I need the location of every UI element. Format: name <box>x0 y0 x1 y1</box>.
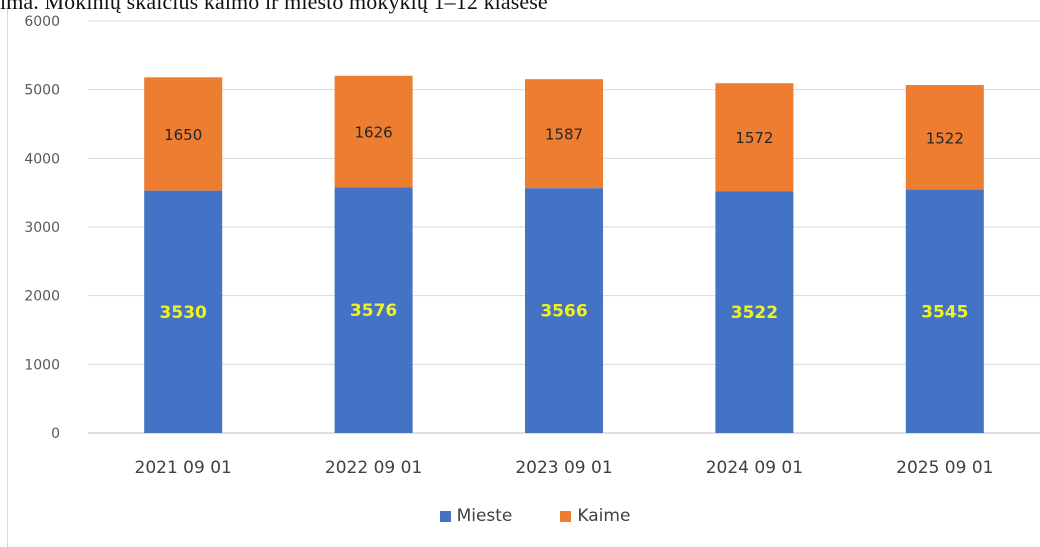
legend-label-kaime: Kaime <box>577 506 631 526</box>
chart-title: ima. Mokinių skaičius kaimo ir miesto mo… <box>0 0 548 14</box>
x-tick-label-2: 2022 09 01 <box>325 458 422 478</box>
y-tick-label-0: 0 <box>51 426 60 442</box>
left-border <box>7 0 8 547</box>
y-tick-label-3000: 3000 <box>24 220 60 236</box>
data-label-mieste-2: 3576 <box>350 301 397 321</box>
bar-kaime-2 <box>334 75 413 188</box>
bar-kaime-1 <box>144 77 223 191</box>
data-label-mieste-1: 3530 <box>160 303 207 323</box>
bar-mieste-3 <box>525 188 603 433</box>
y-tick-label-2000: 2000 <box>24 289 60 305</box>
data-label-kaime-4: 1572 <box>735 129 773 147</box>
bar-mieste-1 <box>144 190 223 433</box>
y-tick-label-5000: 5000 <box>24 83 60 99</box>
data-label-mieste-3: 3566 <box>540 302 587 322</box>
bar-kaime-3 <box>525 79 603 189</box>
legend-label-mieste: Mieste <box>456 506 513 526</box>
bar-kaime-4 <box>715 83 794 192</box>
data-label-mieste-5: 3545 <box>921 302 968 322</box>
y-tick-label-1000: 1000 <box>24 357 60 373</box>
data-label-kaime-1: 1650 <box>164 126 202 144</box>
legend-swatch-kaime <box>560 510 572 522</box>
legend: Mieste Kaime <box>0 506 1040 526</box>
legend-item-kaime: Kaime <box>560 506 630 526</box>
y-tick-label-6000: 6000 <box>24 14 60 30</box>
legend-swatch-mieste <box>439 510 451 522</box>
data-label-mieste-4: 3522 <box>731 303 778 323</box>
data-label-kaime-2: 1626 <box>355 124 393 142</box>
x-tick-label-1: 2021 09 01 <box>135 458 232 478</box>
data-label-kaime-3: 1587 <box>545 126 583 144</box>
x-tick-label-5: 2025 09 01 <box>896 458 993 478</box>
bar-mieste-2 <box>334 187 413 433</box>
legend-item-mieste: Mieste <box>439 506 513 526</box>
bar-mieste-5 <box>905 189 984 433</box>
x-tick-label-4: 2024 09 01 <box>706 458 803 478</box>
data-label-kaime-5: 1522 <box>926 129 964 147</box>
y-tick-label-4000: 4000 <box>24 151 60 167</box>
bar-mieste-4 <box>715 191 794 433</box>
x-tick-label-3: 2023 09 01 <box>515 458 612 478</box>
bar-kaime-5 <box>905 85 984 190</box>
